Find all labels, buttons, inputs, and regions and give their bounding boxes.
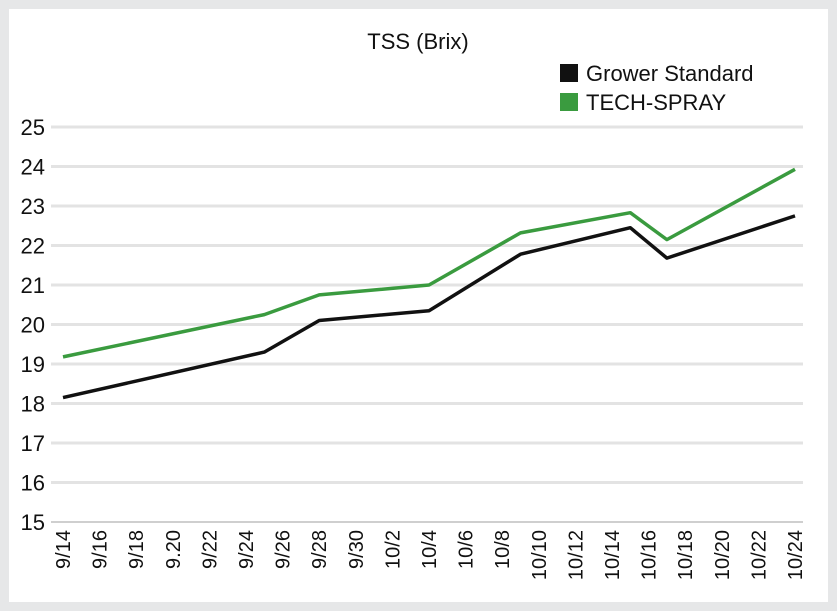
legend: Grower Standard TECH-SPRAY	[560, 61, 754, 115]
x-tick-label: 9.20	[163, 530, 185, 569]
series-line-grower-standard	[62, 214, 796, 400]
y-tick-label: 25	[21, 115, 45, 140]
x-tick-label: 10/6	[456, 530, 478, 569]
y-tick-label: 17	[21, 431, 45, 456]
x-axis-ticks: 9/14 9/16 9/18 9.20 9/22 9/24 9/26 9/28 9/30 10/2…	[53, 530, 807, 580]
y-tick-label: 16	[21, 471, 45, 496]
y-tick-label: 22	[21, 234, 45, 259]
x-tick-label: 10/12	[565, 530, 587, 580]
y-tick-label: 24	[21, 155, 45, 180]
y-tick-label: 21	[21, 273, 45, 298]
x-tick-label: 10/22	[748, 530, 770, 580]
y-tick-label: 18	[21, 392, 45, 417]
y-tick-label: 15	[21, 510, 45, 535]
y-tick-label: 19	[21, 352, 45, 377]
x-tick-label: 9/28	[309, 530, 331, 569]
y-axis-ticks: 15 16 17 18 19 20 21 22 23 24 25	[21, 115, 45, 535]
y-tick-label: 20	[21, 313, 45, 338]
x-tick-label: 10/10	[529, 530, 551, 580]
x-tick-label: 9/24	[236, 530, 258, 569]
x-tick-label: 9/18	[126, 530, 148, 569]
x-tick-label: 9/30	[346, 530, 368, 569]
legend-swatch-grower-standard	[560, 64, 578, 82]
legend-swatch-tech-spray	[560, 93, 578, 111]
x-tick-label: 10/18	[675, 530, 697, 580]
x-tick-label: 10/8	[492, 530, 514, 569]
y-tick-label: 23	[21, 194, 45, 219]
x-tick-label: 9/14	[53, 530, 75, 569]
x-tick-label: 9/26	[273, 530, 295, 569]
x-tick-label: 10/4	[419, 530, 441, 569]
x-tick-label: 10/24	[785, 530, 807, 580]
series-lines	[62, 167, 796, 400]
chart-panel	[9, 9, 828, 602]
x-tick-label: 10/16	[639, 530, 661, 580]
legend-label-tech-spray: TECH-SPRAY	[586, 90, 726, 115]
series-line-tech-spray	[62, 167, 796, 359]
gridlines	[51, 125, 803, 523]
x-tick-label: 10/2	[382, 530, 404, 569]
x-tick-label: 9/22	[199, 530, 221, 569]
x-tick-label: 9/16	[90, 530, 112, 569]
legend-label-grower-standard: Grower Standard	[586, 61, 754, 86]
x-tick-label: 10/14	[602, 530, 624, 580]
chart-title: TSS (Brix)	[367, 29, 468, 54]
x-tick-label: 10/20	[712, 530, 734, 580]
